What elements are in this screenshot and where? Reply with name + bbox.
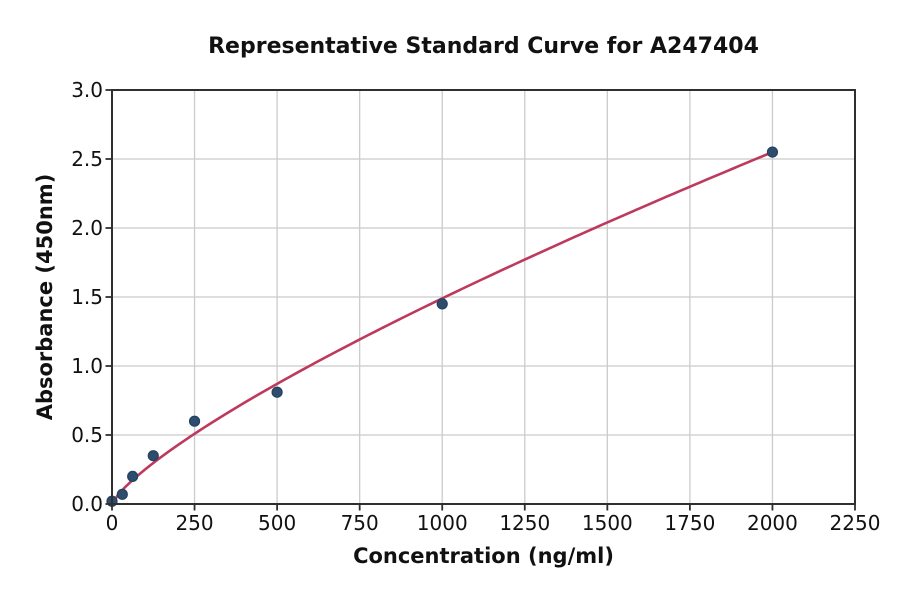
x-tick-label: 250 <box>175 511 213 535</box>
y-tick-label: 0.5 <box>71 423 103 447</box>
data-point <box>147 450 159 462</box>
y-tick-label: 1.5 <box>71 285 103 309</box>
x-tick-label: 2000 <box>747 511 798 535</box>
data-point <box>436 298 448 310</box>
data-point <box>188 415 201 427</box>
x-tick-label: 1000 <box>417 511 468 535</box>
data-point <box>766 146 779 158</box>
data-point <box>116 488 128 500</box>
x-axis-label: Concentration (ng/ml) <box>353 544 614 568</box>
x-tick-label: 2250 <box>830 511 881 535</box>
x-tick-label: 750 <box>341 511 379 535</box>
y-tick-label: 2.5 <box>71 147 103 171</box>
x-tick-label: 1750 <box>664 511 715 535</box>
x-tick-label: 1250 <box>499 511 550 535</box>
y-tick-label: 1.0 <box>71 354 103 378</box>
data-point <box>127 470 139 482</box>
chart-title: Representative Standard Curve for A24740… <box>208 34 759 59</box>
y-tick-label: 3.0 <box>71 78 103 102</box>
y-tick-label: 2.0 <box>71 216 103 240</box>
axes-spines <box>111 89 856 505</box>
y-tick-label: 0.0 <box>71 492 103 516</box>
x-tick-label: 1500 <box>582 511 633 535</box>
x-tick-label: 0 <box>106 511 119 535</box>
x-tick-label: 500 <box>258 511 296 535</box>
data-point <box>271 386 283 398</box>
